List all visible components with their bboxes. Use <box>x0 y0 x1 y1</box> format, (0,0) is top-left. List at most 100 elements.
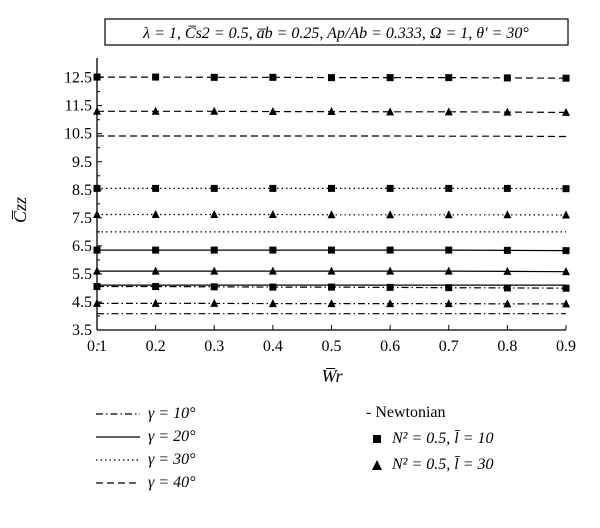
square-marker <box>93 73 101 81</box>
square-marker <box>152 283 160 291</box>
triangle-marker <box>93 209 101 218</box>
square-marker <box>210 184 218 192</box>
legend-item: γ = 40° <box>96 471 336 494</box>
triangle-marker <box>151 266 160 275</box>
x-tick-label: 0.3 <box>204 338 224 355</box>
triangle-marker <box>562 267 570 276</box>
square-marker <box>562 74 570 82</box>
y-tick-label: 3.5 <box>72 322 92 339</box>
triangle-marker <box>503 210 512 219</box>
y-tick-label: 8.5 <box>72 182 92 199</box>
triangle-marker <box>327 299 336 308</box>
square-marker <box>210 246 218 254</box>
x-tick-label: 0.8 <box>497 338 517 355</box>
square-marker <box>210 73 218 81</box>
legend-label: γ = 10° <box>148 404 196 422</box>
plot-area: 3.5 4.5 5.5 6.5 7.5 8.5 9.5 10.5 11.5 12.5 0.1 0.2 0… <box>64 58 576 355</box>
legend-item: γ = 30° <box>96 448 336 471</box>
square-marker <box>269 246 277 254</box>
square-marker <box>269 184 277 192</box>
square-marker <box>445 74 453 82</box>
square-marker <box>269 73 277 81</box>
triangle-marker <box>210 106 219 115</box>
square-marker <box>269 283 277 291</box>
triangle-marker <box>327 266 336 275</box>
square-marker <box>562 247 570 255</box>
triangle-marker <box>268 266 277 275</box>
triangle-marker <box>386 210 395 219</box>
triangle-marker <box>444 299 453 308</box>
square-marker <box>503 74 511 82</box>
square-marker <box>503 184 511 192</box>
x-tick-label: 0.2 <box>146 338 166 355</box>
triangle-marker-icon <box>372 460 382 470</box>
triangle-marker <box>93 298 101 307</box>
x-tick-label: 0.5 <box>322 338 342 355</box>
triangle-marker <box>503 266 512 275</box>
y-tick-label: 9.5 <box>72 154 92 171</box>
x-tick-label: 0.6 <box>380 338 400 355</box>
triangle-marker <box>210 209 219 218</box>
legend-line-swatch <box>96 412 140 415</box>
triangle-marker <box>562 210 570 219</box>
title-box <box>104 18 569 46</box>
triangle-marker <box>562 107 570 116</box>
x-tick-label: 0.7 <box>439 338 459 355</box>
y-axis-label: C̅zz <box>10 197 30 223</box>
triangle-marker <box>503 107 512 116</box>
y-tick-label: 12.5 <box>64 70 92 87</box>
square-marker <box>445 284 453 292</box>
square-marker <box>152 246 160 254</box>
square-marker <box>386 246 394 254</box>
square-marker <box>386 184 394 192</box>
y-tick-label: 7.5 <box>72 210 92 227</box>
square-marker <box>386 283 394 291</box>
square-marker <box>93 184 101 192</box>
legend-line-swatch <box>96 435 140 438</box>
triangle-marker <box>386 266 395 275</box>
triangle-marker <box>444 107 453 116</box>
y-tick-label: 5.5 <box>72 266 92 283</box>
x-tick-label: 0.9 <box>556 338 576 355</box>
square-marker <box>386 74 394 82</box>
triangle-marker <box>444 266 453 275</box>
legend-label: N² = 0.5, l̄ = 30 <box>392 456 494 473</box>
triangle-marker <box>562 299 570 308</box>
legend-item: γ = 10° <box>96 402 336 425</box>
line-style-legend: γ = 10° γ = 20° γ = 30° γ = 40° <box>96 402 336 494</box>
square-marker <box>328 74 335 82</box>
legend-label: - Newtonian <box>366 404 446 421</box>
y-tick-label: 10.5 <box>64 126 92 143</box>
square-marker <box>328 184 335 192</box>
y-tick-label: 11.5 <box>65 98 92 115</box>
square-marker <box>152 184 160 192</box>
legend-item: N² = 0.5, l̄ = 10 <box>366 426 596 452</box>
legend-label: N² = 0.5, l̄ = 10 <box>392 430 494 447</box>
square-marker <box>328 283 335 291</box>
legend-line-swatch <box>96 458 140 461</box>
triangle-marker <box>151 106 160 115</box>
triangle-marker <box>444 210 453 219</box>
legend-label: γ = 20° <box>148 427 196 445</box>
marker-legend: - Newtonian N² = 0.5, l̄ = 10 N² = 0.5, l̄… <box>366 400 596 478</box>
square-marker <box>562 185 570 193</box>
series-line <box>97 135 567 138</box>
triangle-marker <box>386 299 395 308</box>
triangle-marker <box>268 209 277 218</box>
triangle-marker <box>327 107 336 116</box>
legend-item: N² = 0.5, l̄ = 30 <box>366 452 596 478</box>
legend-label: γ = 40° <box>148 473 196 491</box>
square-marker <box>445 246 453 254</box>
triangle-marker <box>151 209 160 218</box>
square-marker <box>210 283 218 291</box>
x-tick-label: 0.1 <box>87 338 107 355</box>
legend-label: γ = 30° <box>148 450 196 468</box>
legend-item: γ = 20° <box>96 425 336 448</box>
legend-line-swatch <box>96 481 140 484</box>
triangle-marker <box>93 266 101 275</box>
square-marker <box>93 246 101 254</box>
y-tick-label: 6.5 <box>72 238 92 255</box>
square-marker <box>562 284 570 292</box>
triangle-marker <box>93 106 101 115</box>
x-axis-label: W̅r <box>321 366 343 386</box>
